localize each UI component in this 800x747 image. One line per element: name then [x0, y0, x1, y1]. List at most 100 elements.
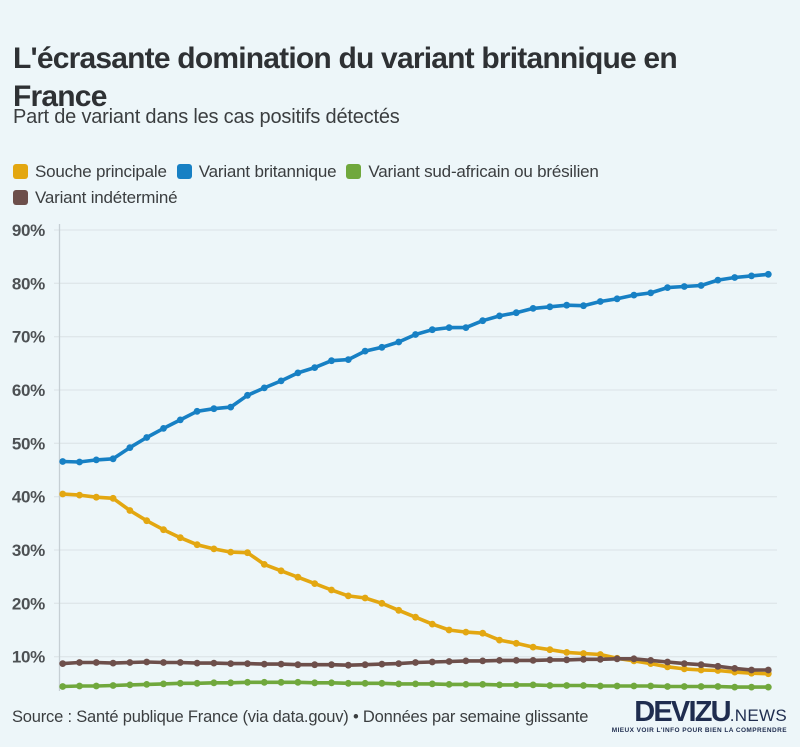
- data-point: [731, 274, 739, 281]
- legend-label: Variant indéterminé: [35, 187, 178, 207]
- data-point: [193, 407, 201, 415]
- data-point: [277, 660, 285, 668]
- data-point: [328, 586, 335, 594]
- data-point: [294, 369, 302, 377]
- data-point: [496, 636, 503, 644]
- devizu-logo-tagline: MIEUX VOIR L'INFO POUR BIEN LA COMPRENDR…: [611, 727, 787, 734]
- data-point: [361, 594, 369, 602]
- legend-label: Souche principale: [35, 161, 167, 181]
- chart-legend: Souche principale Variant britannique Va…: [13, 161, 743, 208]
- data-point: [59, 660, 67, 667]
- data-point: [563, 649, 571, 656]
- y-axis-tick-label: 10%: [12, 648, 45, 667]
- data-point: [76, 458, 83, 466]
- data-point: [462, 628, 470, 636]
- data-point: [378, 679, 386, 687]
- data-point: [764, 683, 772, 691]
- data-point: [613, 295, 621, 303]
- data-point: [244, 678, 251, 686]
- data-point: [462, 324, 470, 331]
- data-point: [92, 682, 100, 690]
- data-point: [580, 655, 587, 663]
- data-point: [227, 548, 235, 556]
- data-point: [596, 298, 604, 305]
- data-point: [731, 683, 739, 691]
- data-point: [76, 682, 83, 690]
- legend-label: Variant sud-africain ou brésilien: [368, 161, 599, 181]
- data-point: [109, 659, 117, 667]
- data-point: [92, 456, 100, 464]
- data-point: [412, 659, 419, 666]
- data-point: [210, 659, 218, 667]
- data-point: [92, 659, 100, 666]
- data-point: [210, 679, 218, 687]
- data-point: [647, 289, 655, 297]
- data-point: [227, 679, 235, 687]
- data-point: [294, 573, 302, 581]
- data-point: [412, 613, 419, 621]
- data-point: [412, 680, 419, 688]
- data-point: [664, 683, 671, 690]
- data-point: [176, 659, 184, 666]
- data-point: [613, 682, 621, 690]
- data-point: [160, 680, 167, 688]
- data-point: [529, 643, 537, 651]
- data-point: [512, 639, 520, 647]
- data-point: [395, 680, 403, 688]
- data-point: [664, 284, 671, 291]
- data-point: [227, 403, 235, 411]
- page-title-line1: L'écrasante domination du variant britan…: [13, 42, 678, 76]
- source-credit: Source : Santé publique France (via data…: [12, 708, 589, 726]
- data-point: [361, 661, 369, 669]
- data-point: [496, 312, 503, 320]
- data-point: [596, 655, 604, 663]
- data-point: [496, 657, 503, 664]
- data-point: [76, 491, 83, 499]
- data-point: [748, 666, 755, 674]
- data-point: [546, 303, 554, 311]
- data-point: [109, 455, 117, 463]
- data-point: [647, 657, 655, 664]
- data-point: [445, 324, 453, 331]
- data-point: [412, 331, 419, 338]
- data-point: [479, 317, 487, 325]
- data-point: [109, 682, 117, 689]
- data-point: [546, 682, 554, 689]
- data-point: [395, 660, 403, 667]
- data-point: [260, 660, 268, 668]
- data-point: [244, 660, 251, 667]
- data-point: [344, 592, 352, 600]
- data-point: [512, 681, 520, 689]
- y-axis-tick-label: 70%: [12, 328, 45, 347]
- legend-swatch-blue: [176, 164, 192, 179]
- data-point: [260, 384, 268, 392]
- data-point: [580, 302, 587, 310]
- data-point: [664, 663, 671, 671]
- data-point: [680, 683, 688, 690]
- page-title-line2: France: [13, 80, 107, 114]
- data-point: [193, 659, 201, 667]
- data-point: [227, 660, 235, 667]
- data-point: [697, 661, 705, 669]
- data-point: [244, 391, 251, 399]
- data-point: [361, 347, 369, 355]
- data-point: [680, 665, 688, 673]
- data-point: [445, 658, 453, 665]
- chart-subtitle: Part de variant dans les cas positifs dé…: [13, 106, 400, 128]
- data-point: [344, 661, 352, 669]
- data-point: [176, 534, 184, 542]
- data-point: [697, 683, 705, 690]
- data-point: [378, 599, 386, 607]
- data-point: [529, 681, 537, 689]
- data-point: [378, 343, 386, 351]
- data-point: [748, 272, 755, 280]
- data-point: [395, 338, 403, 346]
- legend-item-souche-principale: Souche principale: [13, 161, 167, 182]
- y-axis-tick-label: 30%: [12, 541, 45, 560]
- devizu-logo-brand: DEVIZU: [634, 696, 731, 728]
- data-point: [580, 650, 587, 657]
- data-point: [563, 301, 571, 309]
- data-point: [193, 679, 201, 687]
- data-point: [160, 659, 167, 666]
